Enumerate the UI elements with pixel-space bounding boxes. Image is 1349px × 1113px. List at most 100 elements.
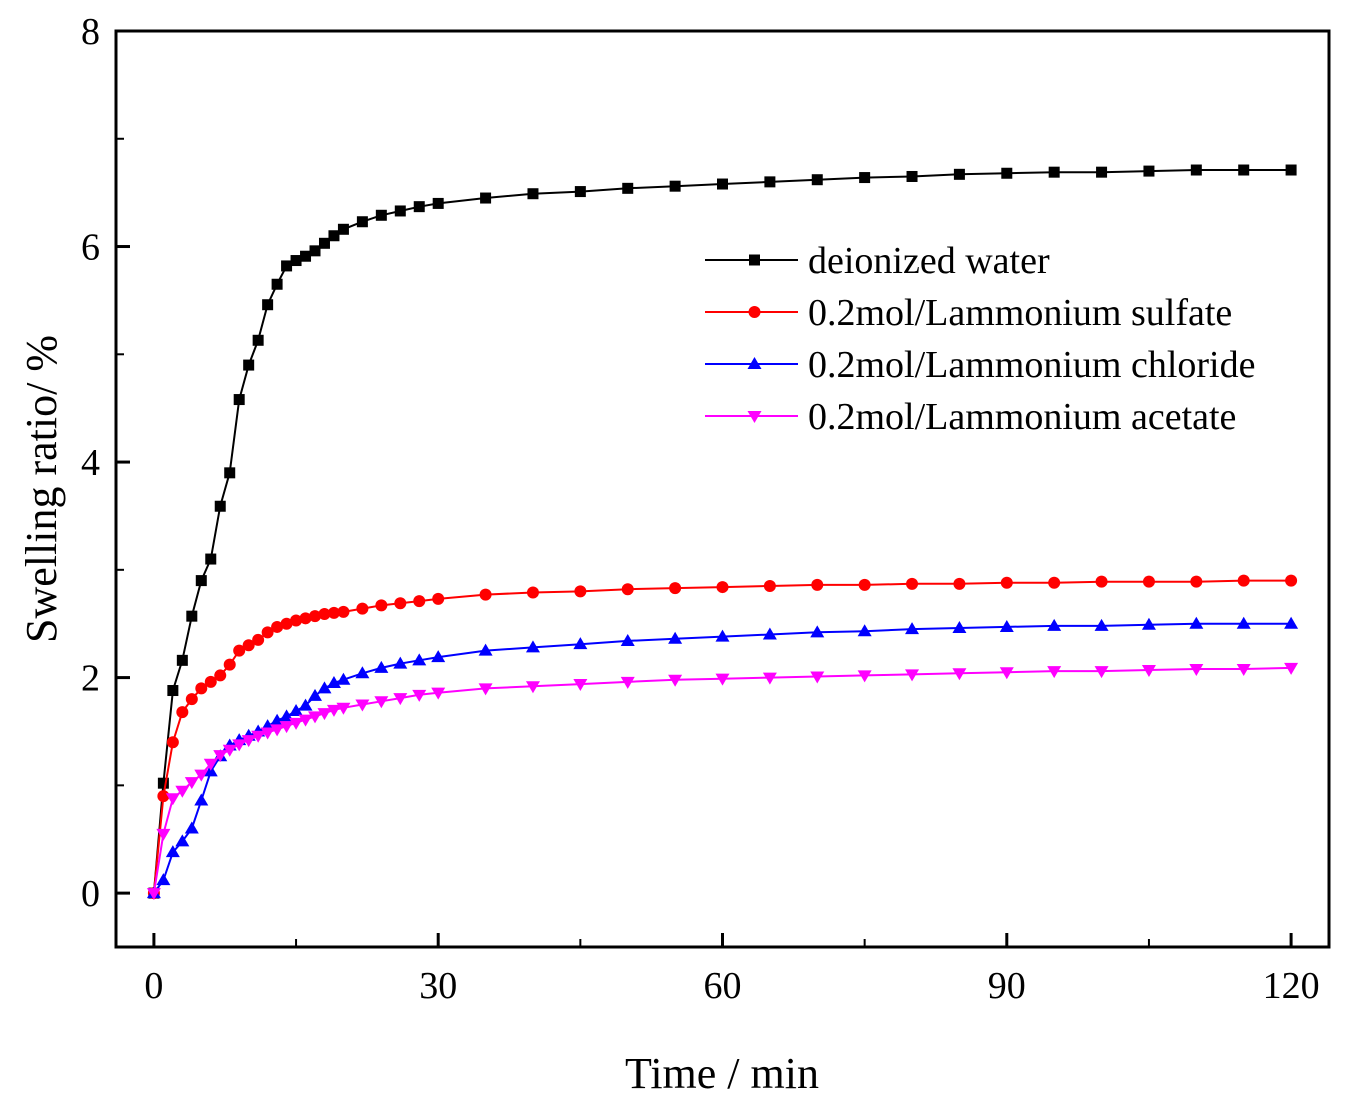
data-point xyxy=(232,739,247,752)
data-point xyxy=(1096,166,1108,178)
series-line xyxy=(152,666,1292,894)
data-point xyxy=(156,873,171,886)
series-3 xyxy=(146,616,1299,899)
data-point xyxy=(716,581,729,594)
data-point xyxy=(715,629,730,642)
data-point xyxy=(195,682,208,695)
data-point xyxy=(309,245,321,257)
x-tick-label: 90 xyxy=(988,965,1026,1007)
data-point xyxy=(810,671,825,684)
data-point xyxy=(337,605,350,618)
data-point xyxy=(204,675,217,688)
data-point xyxy=(621,583,634,596)
y-tick-label: 8 xyxy=(81,11,100,53)
data-point xyxy=(1190,164,1202,176)
data-point xyxy=(374,696,389,709)
data-point xyxy=(573,679,588,692)
data-point xyxy=(905,622,920,635)
data-point xyxy=(717,178,728,190)
data-point xyxy=(309,610,322,623)
data-point xyxy=(243,359,255,371)
x-axis-title: Time / min xyxy=(625,1049,819,1098)
data-point xyxy=(328,230,340,242)
data-point xyxy=(299,612,312,625)
data-point xyxy=(165,845,180,858)
data-point xyxy=(394,205,406,217)
data-point xyxy=(432,592,445,605)
data-point xyxy=(762,672,777,685)
data-point xyxy=(167,685,179,697)
data-point xyxy=(326,675,341,688)
data-point xyxy=(271,278,283,290)
data-point xyxy=(1236,616,1251,629)
series-4 xyxy=(146,662,1299,901)
data-point xyxy=(620,676,635,689)
data-point xyxy=(1190,575,1203,588)
data-point xyxy=(999,667,1014,680)
data-point xyxy=(252,334,264,346)
data-point xyxy=(261,626,274,639)
data-point xyxy=(1143,165,1155,177)
data-point xyxy=(298,714,313,727)
data-point xyxy=(356,216,368,228)
data-point xyxy=(1000,576,1013,589)
data-point xyxy=(1048,576,1061,589)
data-point xyxy=(715,673,730,686)
data-point xyxy=(176,706,189,719)
data-point xyxy=(298,698,313,711)
data-point xyxy=(478,643,493,656)
data-point xyxy=(857,670,872,683)
data-point xyxy=(811,578,824,591)
data-point xyxy=(526,586,539,599)
data-point xyxy=(413,595,426,608)
data-point xyxy=(194,769,209,782)
data-point xyxy=(184,821,199,834)
data-point xyxy=(1141,617,1156,630)
data-point xyxy=(205,553,217,565)
data-point xyxy=(1189,616,1204,629)
data-point xyxy=(175,785,190,798)
y-tick-label: 4 xyxy=(81,442,100,484)
data-point xyxy=(300,250,312,262)
data-point xyxy=(527,188,539,200)
data-point xyxy=(480,192,492,204)
ticks-layer: 0 30 60 90 120 0 2 4 6 8 xyxy=(81,11,1320,1007)
data-point xyxy=(857,624,872,637)
data-point xyxy=(271,620,284,633)
series-2 xyxy=(147,574,1298,900)
data-point xyxy=(999,619,1014,632)
series-line xyxy=(152,579,1292,894)
legend-marker xyxy=(748,306,761,318)
data-point xyxy=(281,260,293,272)
series-layer xyxy=(146,164,1299,901)
data-point xyxy=(290,255,302,267)
data-point xyxy=(186,610,198,622)
data-point xyxy=(356,602,369,615)
series-line xyxy=(153,622,1292,894)
data-point xyxy=(318,237,330,249)
data-point xyxy=(1284,616,1299,629)
data-point xyxy=(194,793,209,806)
data-point xyxy=(478,683,493,696)
data-point xyxy=(906,170,918,182)
x-tick-label: 120 xyxy=(1263,965,1320,1007)
data-point xyxy=(574,585,587,598)
data-point xyxy=(374,660,389,673)
data-point xyxy=(953,577,966,590)
data-point xyxy=(1237,574,1250,587)
data-point xyxy=(355,666,370,679)
data-point xyxy=(308,688,323,701)
data-point xyxy=(1001,167,1013,179)
data-point xyxy=(412,689,427,702)
data-point xyxy=(317,708,332,721)
data-point xyxy=(1094,618,1109,631)
data-point xyxy=(668,674,683,687)
data-point xyxy=(184,777,199,790)
data-point xyxy=(156,828,171,841)
data-point xyxy=(764,176,776,188)
legend-marker xyxy=(747,411,762,423)
legend-entry: deionized water xyxy=(705,240,1050,282)
legend-label: 0.2mol/Lammonium acetate xyxy=(808,396,1236,438)
data-point xyxy=(279,721,294,734)
